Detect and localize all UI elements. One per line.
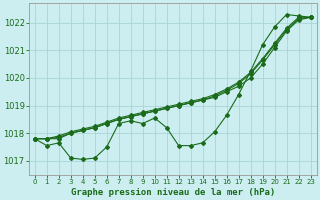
X-axis label: Graphe pression niveau de la mer (hPa): Graphe pression niveau de la mer (hPa) xyxy=(70,188,275,197)
